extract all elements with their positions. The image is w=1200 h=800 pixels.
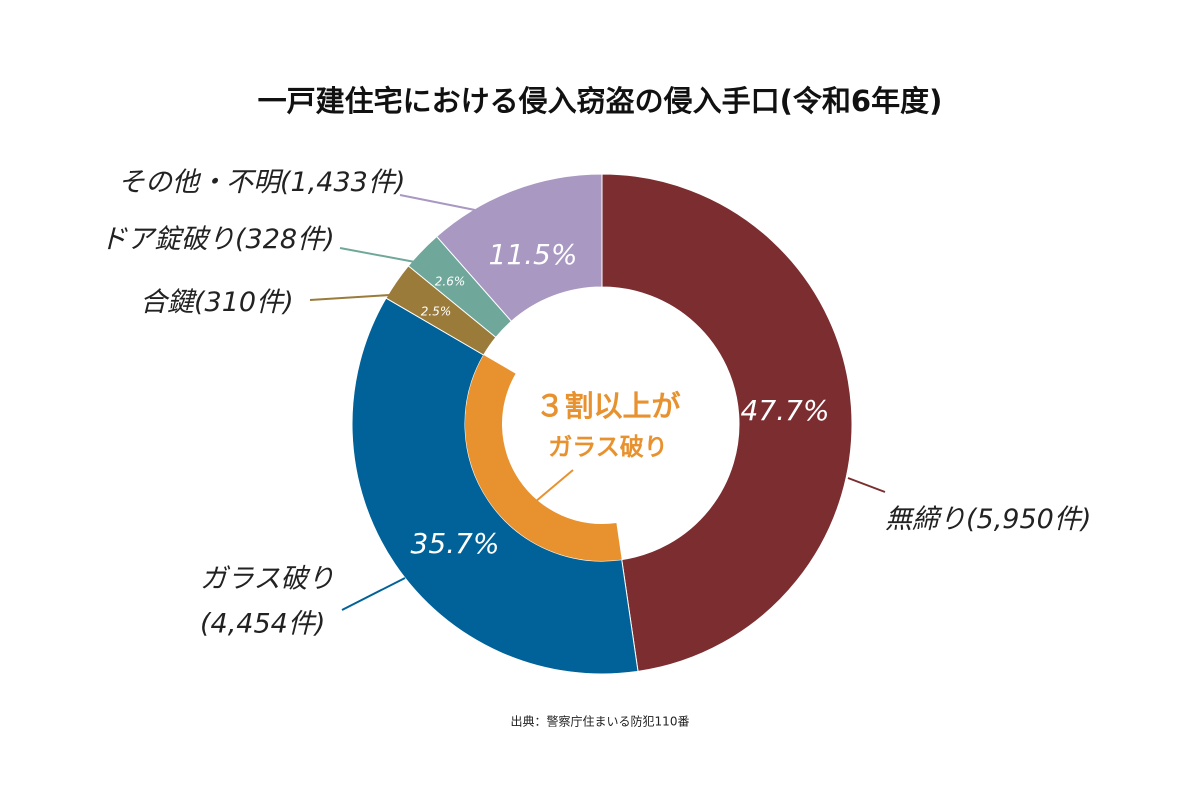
value-label: 47.7% [741,394,830,427]
category-label: ドア錠破り(328件) [100,224,335,255]
category-name: その他・不明 [118,167,284,198]
leader-line [341,577,406,611]
annotation-pointer [534,469,574,503]
leader-line [339,247,416,263]
donut-slice [601,173,853,672]
category-name: 合鍵 [140,287,198,318]
leader-line [847,477,886,493]
count-label: (4,454件) [200,609,325,640]
count-label: (310件) [194,287,294,318]
count-label: (328件) [235,224,335,255]
donut-slice [435,173,603,322]
count-label: (1,433件) [280,167,405,198]
annotation: ガラス破り [548,433,668,461]
value-label: 2.5% [421,305,452,319]
value-label: 35.7% [411,527,500,560]
category-label: その他・不明(1,433件) [118,167,405,198]
value-label: 11.5% [489,238,578,271]
category-name: 無締り [885,504,966,535]
source: 出典：警察庁住まいる防犯110番 [511,714,690,729]
leader-line [309,294,391,301]
chart-title: 一戸建住宅における侵入窃盗の侵入手口(令和6年度) [258,84,943,118]
category-name: ドア錠破り [100,224,235,255]
leader-line [399,194,476,211]
count-label: (5,950件) [966,504,1091,535]
highlight-ring [465,355,622,561]
category-label: ガラス破り [200,564,334,595]
value-label: 2.6% [435,275,466,289]
category-label: 無締り(5,950件) [885,504,1091,535]
category-label: 合鍵(310件) [140,287,294,318]
annotation: ３割以上が [535,389,680,423]
